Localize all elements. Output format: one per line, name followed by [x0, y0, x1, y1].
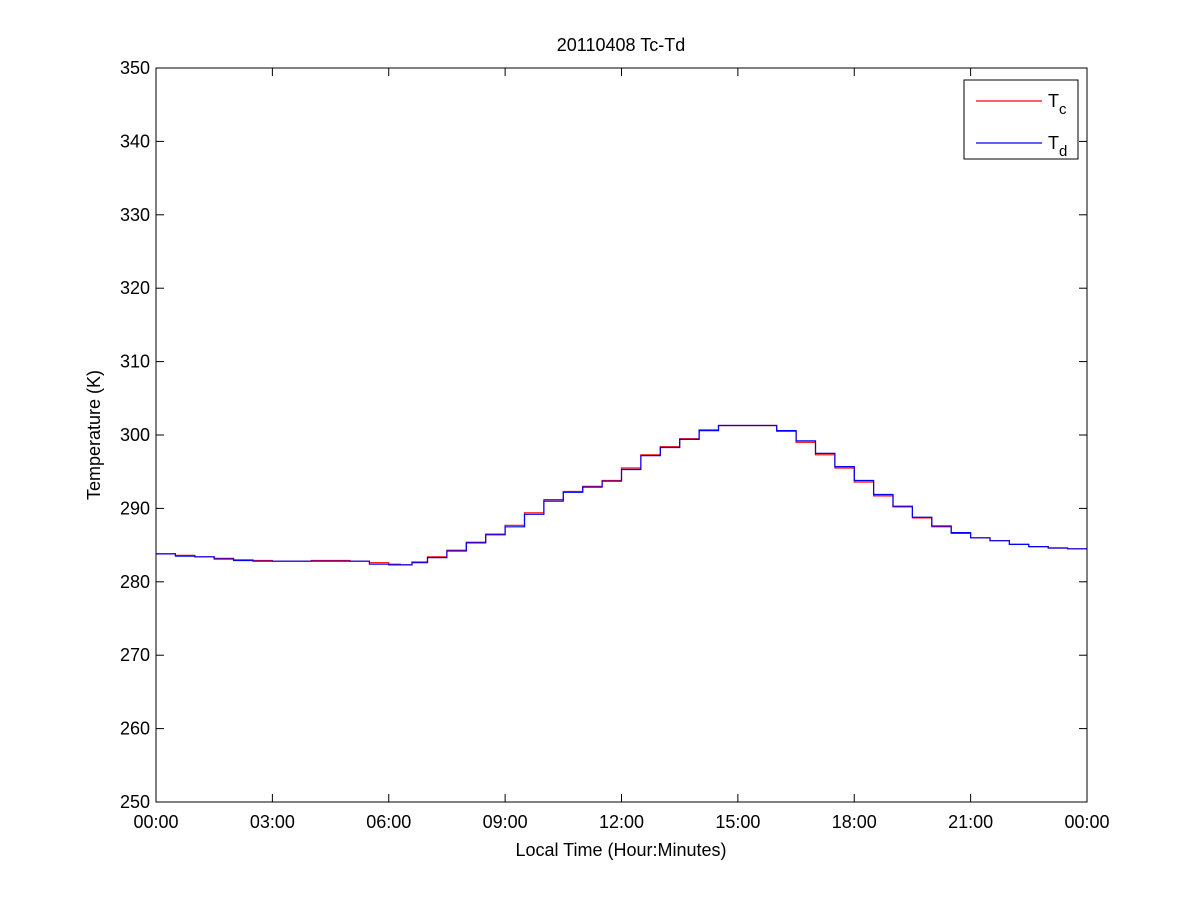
x-tick-label: 18:00 [832, 812, 877, 832]
y-axis-label: Temperature (K) [84, 370, 104, 500]
y-tick-label: 340 [120, 131, 150, 151]
chart-title: 20110408 Tc-Td [557, 35, 685, 55]
x-tick-label: 15:00 [715, 812, 760, 832]
x-tick-label: 06:00 [366, 812, 411, 832]
x-tick-label: 03:00 [250, 812, 295, 832]
y-tick-label: 350 [120, 58, 150, 78]
y-tick-label: 290 [120, 498, 150, 518]
x-tick-label: 00:00 [1064, 812, 1109, 832]
y-tick-label: 280 [120, 572, 150, 592]
legend-box [963, 79, 1079, 160]
y-tick-label: 270 [120, 645, 150, 665]
y-tick-label: 310 [120, 352, 150, 372]
series-layer [156, 424, 1087, 566]
x-tick-label: 09:00 [483, 812, 528, 832]
plot-area-frame [155, 67, 1088, 803]
y-tick-label: 260 [120, 719, 150, 739]
legend: Tc Td [963, 79, 1079, 160]
y-tick-label: 330 [120, 205, 150, 225]
x-tick-label: 12:00 [599, 812, 644, 832]
x-tick-label: 21:00 [948, 812, 993, 832]
x-tick-label: 00:00 [133, 812, 178, 832]
series-line-td [156, 424, 1087, 566]
legend-label-tc: Tc [1048, 91, 1067, 118]
legend-label-td: Td [1048, 133, 1067, 160]
y-tick-label: 320 [120, 278, 150, 298]
ticks-layer: 00:00 03:00 06:00 09:00 12:00 15:00 18:00 21:00… [120, 58, 1110, 832]
y-tick-label: 250 [120, 792, 150, 812]
y-tick-label: 300 [120, 425, 150, 445]
x-axis-label: Local Time (Hour:Minutes) [515, 840, 726, 860]
